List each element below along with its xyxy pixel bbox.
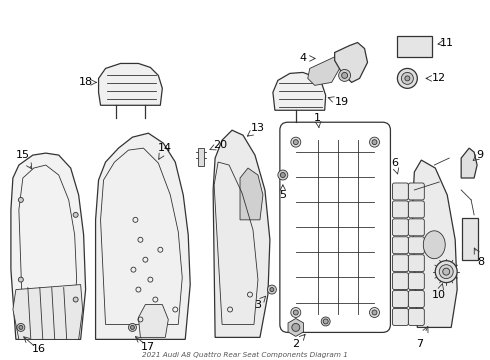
- Text: 17: 17: [141, 342, 155, 352]
- FancyBboxPatch shape: [280, 122, 391, 332]
- FancyBboxPatch shape: [392, 309, 408, 325]
- Ellipse shape: [342, 72, 347, 78]
- Text: 19: 19: [335, 97, 349, 107]
- Ellipse shape: [369, 307, 379, 318]
- Polygon shape: [335, 42, 368, 82]
- Bar: [397, 36, 432, 58]
- Ellipse shape: [291, 137, 301, 147]
- Text: 2: 2: [292, 339, 299, 349]
- Polygon shape: [413, 160, 457, 328]
- Ellipse shape: [372, 140, 377, 145]
- Text: 7: 7: [416, 339, 423, 349]
- Polygon shape: [138, 305, 168, 337]
- FancyBboxPatch shape: [408, 237, 424, 254]
- Polygon shape: [461, 148, 477, 178]
- Ellipse shape: [278, 170, 288, 180]
- Text: 13: 13: [251, 123, 265, 133]
- Ellipse shape: [339, 69, 350, 81]
- Ellipse shape: [73, 297, 78, 302]
- Text: 12: 12: [432, 73, 446, 84]
- Text: 3: 3: [254, 300, 262, 310]
- Text: 8: 8: [478, 257, 485, 267]
- Polygon shape: [308, 55, 340, 85]
- Ellipse shape: [128, 323, 136, 332]
- Polygon shape: [98, 63, 162, 105]
- Ellipse shape: [19, 197, 24, 202]
- Ellipse shape: [280, 172, 285, 177]
- Polygon shape: [11, 153, 86, 339]
- FancyBboxPatch shape: [392, 255, 408, 272]
- Ellipse shape: [291, 307, 301, 318]
- Ellipse shape: [372, 310, 377, 315]
- Text: 18: 18: [78, 77, 93, 87]
- Ellipse shape: [294, 140, 298, 145]
- FancyBboxPatch shape: [408, 255, 424, 272]
- Ellipse shape: [401, 72, 414, 84]
- Text: 9: 9: [477, 150, 484, 160]
- FancyBboxPatch shape: [408, 183, 424, 200]
- Ellipse shape: [294, 310, 298, 315]
- FancyBboxPatch shape: [408, 201, 424, 218]
- Text: 2021 Audi A8 Quattro Rear Seat Components Diagram 1: 2021 Audi A8 Quattro Rear Seat Component…: [142, 352, 348, 358]
- Ellipse shape: [397, 68, 417, 88]
- FancyBboxPatch shape: [392, 219, 408, 236]
- FancyBboxPatch shape: [392, 201, 408, 218]
- Text: 1: 1: [314, 113, 321, 123]
- FancyBboxPatch shape: [408, 219, 424, 236]
- FancyBboxPatch shape: [392, 291, 408, 307]
- Text: 15: 15: [16, 150, 30, 160]
- Ellipse shape: [443, 268, 450, 275]
- Text: 14: 14: [158, 143, 172, 153]
- Ellipse shape: [439, 265, 453, 279]
- Ellipse shape: [321, 317, 330, 326]
- Polygon shape: [13, 285, 83, 339]
- Text: 6: 6: [391, 158, 398, 168]
- Polygon shape: [240, 168, 263, 220]
- Text: 10: 10: [432, 289, 446, 300]
- Ellipse shape: [268, 285, 276, 294]
- FancyBboxPatch shape: [392, 183, 408, 200]
- FancyBboxPatch shape: [408, 309, 424, 325]
- FancyBboxPatch shape: [392, 237, 408, 254]
- Polygon shape: [96, 133, 190, 339]
- Polygon shape: [288, 319, 304, 336]
- FancyBboxPatch shape: [408, 273, 424, 289]
- Text: 20: 20: [213, 140, 227, 150]
- Ellipse shape: [130, 325, 134, 329]
- Ellipse shape: [369, 137, 379, 147]
- Text: 4: 4: [299, 54, 306, 63]
- Ellipse shape: [423, 231, 445, 259]
- Bar: [198, 148, 204, 166]
- FancyBboxPatch shape: [392, 273, 408, 289]
- Text: 11: 11: [440, 37, 454, 48]
- Text: 5: 5: [279, 190, 286, 200]
- Text: 16: 16: [32, 345, 46, 354]
- Ellipse shape: [405, 76, 410, 81]
- Bar: [462, 218, 478, 260]
- FancyBboxPatch shape: [408, 291, 424, 307]
- Ellipse shape: [292, 323, 300, 332]
- Ellipse shape: [19, 325, 23, 329]
- Ellipse shape: [270, 288, 274, 292]
- Ellipse shape: [73, 212, 78, 217]
- Ellipse shape: [17, 323, 25, 332]
- Polygon shape: [213, 130, 270, 337]
- Ellipse shape: [435, 261, 457, 283]
- Ellipse shape: [323, 319, 328, 324]
- Polygon shape: [273, 72, 326, 110]
- Ellipse shape: [19, 277, 24, 282]
